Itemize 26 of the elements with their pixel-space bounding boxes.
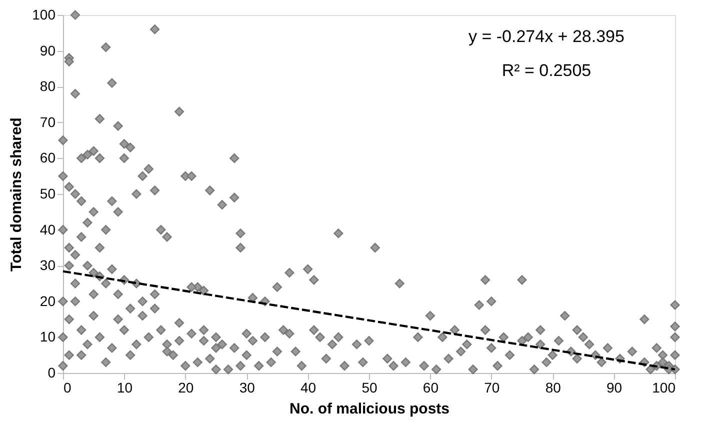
x-axis-title: No. of malicious posts xyxy=(289,400,450,418)
y-tick-label: 20 xyxy=(40,292,56,309)
x-tick-label: 90 xyxy=(606,380,622,396)
y-tick-label: 10 xyxy=(40,328,56,345)
y-tick-label: 90 xyxy=(40,42,56,58)
y-tick-label: 0 xyxy=(48,364,56,380)
x-tick-label: 30 xyxy=(239,380,256,396)
annotation: R² = 0.2505 xyxy=(502,61,592,80)
y-tick-label: 30 xyxy=(40,257,56,274)
y-tick-label: 60 xyxy=(40,150,56,166)
y-tick-label: 80 xyxy=(40,78,56,94)
y-tick-label: 70 xyxy=(40,114,56,130)
y-tick-label: 40 xyxy=(40,221,56,238)
x-tick-label: 100 xyxy=(652,380,676,396)
x-tick-label: 70 xyxy=(484,380,500,396)
annotation: y = -0.274x + 28.395 xyxy=(468,27,624,46)
x-tick-label: 20 xyxy=(178,380,194,396)
x-tick-label: 10 xyxy=(116,380,133,396)
y-tick-label: 50 xyxy=(40,186,56,202)
x-tick-label: 40 xyxy=(300,380,316,396)
x-tick-label: 50 xyxy=(362,380,378,396)
y-axis-title: Total domains shared xyxy=(8,118,26,272)
y-tick-label: 100 xyxy=(32,6,56,22)
x-tick-label: 0 xyxy=(64,380,72,396)
x-tick-label: 80 xyxy=(545,380,562,396)
x-tick-label: 60 xyxy=(422,380,439,396)
